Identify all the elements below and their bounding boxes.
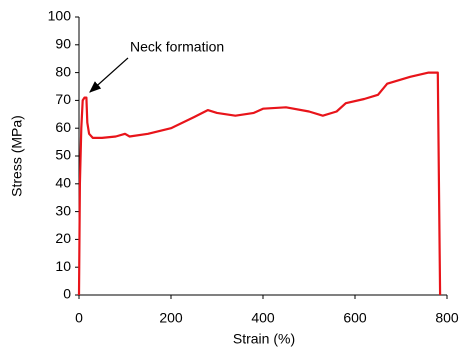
x-tick-label: 600 bbox=[343, 310, 367, 326]
y-tick-label: 20 bbox=[55, 230, 71, 246]
y-tick-label: 0 bbox=[63, 286, 71, 302]
x-tick-label: 400 bbox=[251, 310, 275, 326]
y-tick-label: 10 bbox=[55, 258, 71, 274]
y-tick-label: 80 bbox=[55, 63, 71, 79]
y-tick-label: 60 bbox=[55, 119, 71, 135]
annotation: Neck formation bbox=[130, 39, 224, 55]
x-tick-label: 800 bbox=[435, 310, 459, 326]
x-tick-label: 0 bbox=[75, 310, 83, 326]
y-tick-label: 30 bbox=[55, 202, 71, 218]
y-tick-label: 90 bbox=[55, 36, 71, 52]
y-tick-label: 40 bbox=[55, 175, 71, 191]
x-tick-label: 200 bbox=[159, 310, 183, 326]
y-tick-label: 70 bbox=[55, 91, 71, 107]
y-tick-label: 50 bbox=[55, 147, 71, 163]
y-axis-label: Stress (MPa) bbox=[9, 115, 25, 197]
annotation-arrow bbox=[89, 57, 129, 93]
x-axis-label: Strain (%) bbox=[233, 331, 295, 347]
y-tick-label: 100 bbox=[48, 8, 72, 24]
stress-strain-curve bbox=[77, 71, 442, 296]
